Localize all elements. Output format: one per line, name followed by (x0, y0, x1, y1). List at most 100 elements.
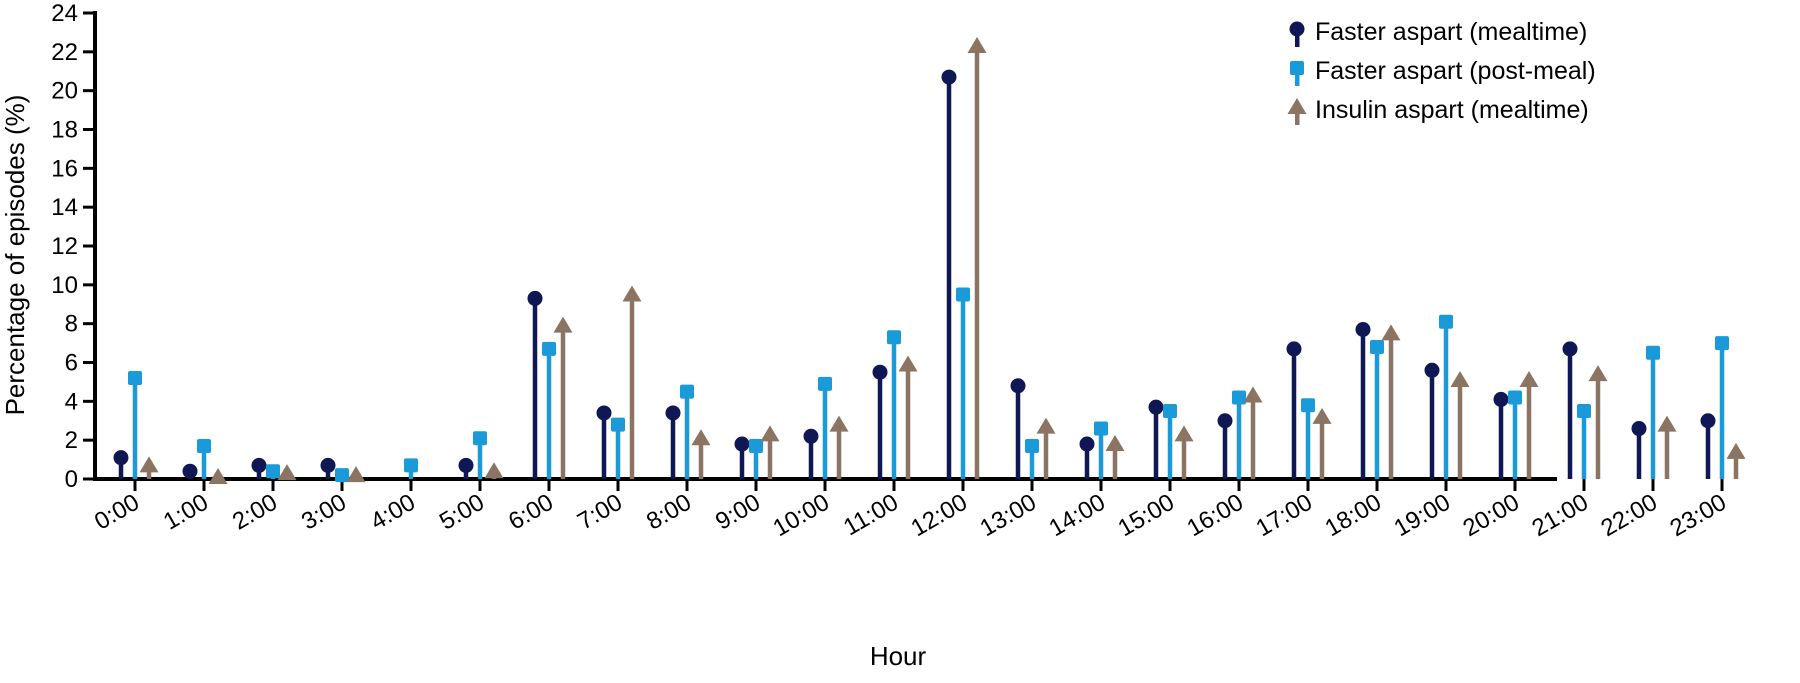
data-point-triangle (1588, 365, 1608, 382)
stem (1567, 348, 1573, 479)
data-point-circle (1010, 378, 1026, 394)
stem (1084, 444, 1090, 479)
data-point-square (887, 330, 901, 345)
legend-item: Faster aspart (mealtime) (1289, 18, 1587, 47)
data-point-triangle (1450, 370, 1470, 387)
stem (1374, 346, 1380, 479)
stem (1291, 348, 1297, 479)
data-point-triangle (139, 456, 159, 473)
x-tick-label: 6:00 (504, 489, 558, 536)
stem (1719, 343, 1725, 479)
stem (1443, 321, 1449, 479)
stem (601, 412, 607, 479)
data-point-triangle (1243, 386, 1263, 403)
stem (1222, 420, 1228, 479)
data-point-triangle (1036, 417, 1056, 434)
stem (753, 445, 759, 479)
data-point-triangle (277, 464, 297, 481)
x-tick-label: 7:00 (573, 489, 627, 536)
legend-marker-circle (1289, 21, 1305, 37)
data-point-square (1508, 390, 1522, 405)
stem (670, 412, 676, 479)
y-tick-label: 6 (65, 350, 78, 377)
data-point-square (542, 341, 556, 356)
y-tick-label: 20 (51, 78, 78, 105)
x-tick-label: 8:00 (642, 489, 696, 536)
stem (1181, 434, 1187, 479)
legend-stem (1295, 31, 1300, 47)
x-tick-label: 13:00 (975, 489, 1041, 542)
data-point-square (473, 431, 487, 446)
stem (946, 77, 952, 479)
series-0 (113, 69, 1716, 479)
x-tick-label: 1:00 (159, 489, 213, 536)
legend-marker-triangle (1287, 98, 1307, 114)
data-point-square (1301, 398, 1315, 413)
data-point-triangle (967, 37, 987, 54)
data-point-triangle (1174, 425, 1194, 442)
y-tick-label: 22 (51, 39, 78, 66)
stem (767, 434, 773, 479)
data-point-triangle (1726, 442, 1746, 459)
stem (1167, 411, 1173, 479)
stem (532, 298, 538, 479)
data-point-circle (596, 405, 612, 421)
data-point-square (1025, 438, 1039, 453)
data-point-square (1646, 345, 1660, 360)
stem (1498, 399, 1504, 479)
data-point-circle (872, 364, 888, 380)
y-tick-label: 16 (51, 155, 78, 182)
data-point-square (1577, 404, 1591, 419)
stem (1705, 420, 1711, 479)
legend-stem (1295, 70, 1300, 86)
data-point-square (1715, 336, 1729, 351)
stem (1664, 424, 1670, 479)
data-point-circle (665, 405, 681, 421)
data-point-square (128, 371, 142, 386)
data-point-circle (803, 428, 819, 444)
data-point-circle (1493, 391, 1509, 407)
data-point-square (197, 438, 211, 453)
stem (1015, 385, 1021, 479)
data-point-triangle (1381, 324, 1401, 341)
series-2 (139, 37, 1746, 485)
data-point-triangle (898, 355, 918, 372)
stem (201, 445, 207, 479)
data-point-circle (113, 450, 129, 466)
data-point-square (818, 376, 832, 391)
stem (1512, 397, 1518, 479)
x-tick-label: 10:00 (768, 489, 834, 542)
stem (1429, 370, 1435, 479)
x-tick-label: 15:00 (1113, 489, 1179, 542)
y-tick-label: 10 (51, 272, 78, 299)
x-tick-label: 20:00 (1458, 489, 1524, 542)
stem (1112, 444, 1118, 479)
data-point-circle (1217, 413, 1233, 429)
legend-label: Faster aspart (post-meal) (1315, 57, 1596, 85)
y-axis-title: Percentage of episodes (%) (0, 95, 30, 416)
y-tick-label: 0 (65, 466, 78, 493)
y-tick-label: 12 (51, 233, 78, 260)
stem (615, 424, 621, 479)
legend: Faster aspart (mealtime) Faster aspart (p… (1287, 18, 1596, 125)
data-point-square (956, 287, 970, 302)
data-point-square (335, 468, 349, 483)
x-tick-label: 21:00 (1527, 489, 1593, 542)
data-point-triangle (622, 285, 642, 302)
stem (1650, 352, 1656, 479)
y-tick-label: 8 (65, 311, 78, 338)
stem (905, 364, 911, 479)
y-axis-title-group: Percentage of episodes (%) (0, 95, 30, 416)
data-point-triangle (1519, 370, 1539, 387)
x-tick-label: 14:00 (1044, 489, 1110, 542)
y-tick-label: 18 (51, 117, 78, 144)
stem (836, 424, 842, 479)
x-tick-label: 11:00 (839, 489, 903, 542)
data-point-circle (941, 69, 957, 85)
stem (1029, 445, 1035, 479)
data-point-square (404, 458, 418, 473)
stem (1250, 395, 1256, 479)
x-axis-title: Hour (870, 641, 927, 671)
stem (1581, 411, 1587, 479)
